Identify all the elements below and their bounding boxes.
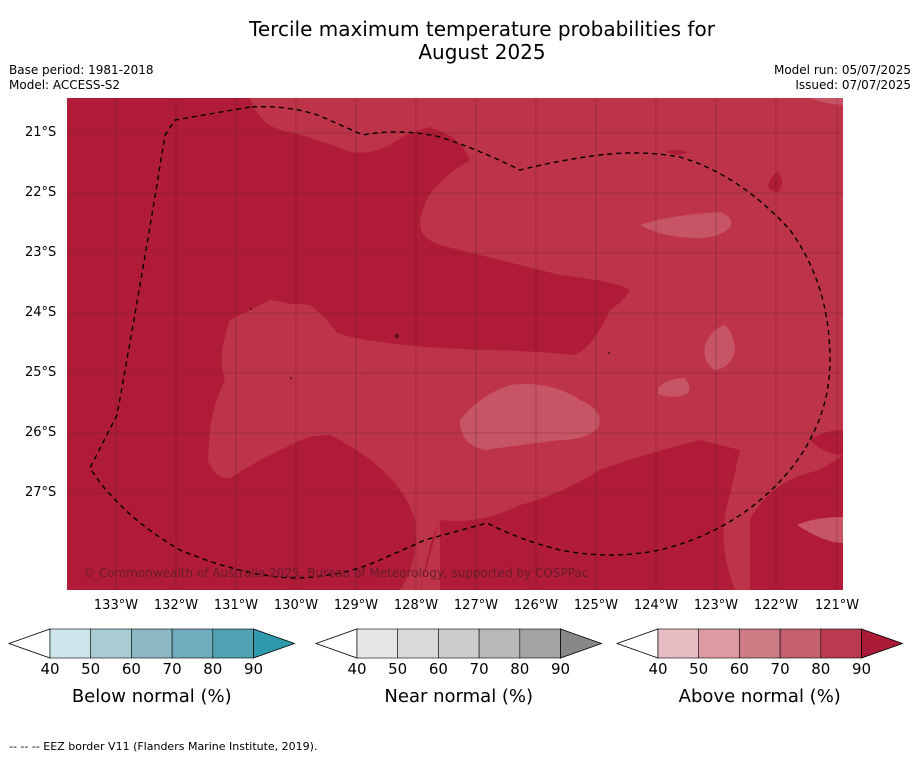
- colorbar-high-extension: [253, 628, 296, 659]
- probability-region-light-1: [460, 384, 600, 450]
- map-gridlines: [67, 98, 843, 590]
- colorbar-tick-label: 40: [347, 660, 367, 678]
- probability-region-light-6: [810, 98, 843, 105]
- island-mark: [395, 334, 399, 338]
- probability-spot-dark-2: [768, 172, 782, 192]
- issued-date: Issued: 07/07/2025: [795, 78, 911, 92]
- title-line-2: August 2025: [418, 40, 546, 64]
- model-name: Model: ACCESS-S2: [9, 78, 121, 92]
- colorbar-tick-label: 60: [121, 660, 141, 678]
- colorbar-segment: [171, 628, 214, 659]
- colorbar-title: Above normal (%): [678, 686, 841, 707]
- latitude-label: 23°S: [25, 245, 57, 260]
- longitude-label: 123°W: [693, 598, 739, 613]
- colorbar-tick-label: 40: [648, 660, 668, 678]
- longitude-label: 125°W: [573, 598, 619, 613]
- colorbar-strip: [7, 628, 904, 659]
- meta-left: Base period: 1981-2018 Model: ACCESS-S2: [9, 63, 154, 93]
- latitude-label: 22°S: [25, 185, 57, 200]
- copyright-notice: © Commonwealth of Australia 2025, Bureau…: [83, 566, 589, 580]
- longitude-label: 126°W: [513, 598, 559, 613]
- longitude-label: 127°W: [453, 598, 499, 613]
- colorbar-segment: [478, 628, 521, 659]
- colorbar-tick-label: 80: [510, 660, 530, 678]
- title-line-1: Tercile maximum temperature probabilitie…: [249, 17, 715, 41]
- colorbar-segment: [356, 628, 399, 659]
- colorbar-segment: [397, 628, 439, 659]
- colorbar-segment: [438, 628, 480, 659]
- colorbar-low-extension: [314, 628, 358, 659]
- latitude-label: 21°S: [25, 125, 57, 140]
- longitude-label: 129°W: [333, 598, 379, 613]
- colorbar-low-extension: [615, 628, 659, 659]
- chart-title: Tercile maximum temperature probabilitie…: [0, 18, 919, 64]
- probability-region-light-3: [704, 325, 735, 370]
- colorbar-segment: [779, 628, 822, 659]
- longitude-label: 133°W: [93, 598, 139, 613]
- colorbar-tick-label: 90: [243, 660, 264, 678]
- colorbar-tick-label: 50: [689, 660, 709, 678]
- latitude-label: 26°S: [25, 425, 57, 440]
- latitude-label: 27°S: [25, 485, 57, 500]
- colorbar-segment: [519, 628, 561, 659]
- longitude-label: 124°W: [633, 598, 679, 613]
- longitude-label: 131°W: [213, 598, 259, 613]
- colorbar-segment: [212, 628, 254, 659]
- colorbar-tick-label: 40: [40, 660, 60, 678]
- latitude-label: 24°S: [25, 305, 57, 320]
- colorbar-above-normal: [615, 628, 904, 659]
- colorbar-tick-label: 50: [81, 660, 101, 678]
- colorbar-tick-label: 60: [428, 660, 448, 678]
- colorbar-tick-label: 90: [851, 660, 872, 678]
- island-mark: [290, 377, 292, 379]
- colorbar-segment: [820, 628, 862, 659]
- probability-region-mid-north: [250, 98, 690, 153]
- colorbar-segment: [698, 628, 740, 659]
- probability-region-light-2: [640, 212, 732, 239]
- longitude-label: 130°W: [273, 598, 319, 613]
- island-mark: [250, 308, 252, 310]
- colorbar-tick-label: 80: [203, 660, 223, 678]
- probability-region-light-5: [797, 517, 843, 543]
- colorbar-tick-label: 60: [729, 660, 749, 678]
- probability-spot-dark-1: [665, 150, 688, 155]
- colorbar-tick-label: 90: [550, 660, 571, 678]
- eez-legend-footer: -- -- -- EEZ border V11 (Flanders Marine…: [9, 740, 318, 753]
- colorbar-tick-label: 80: [811, 660, 831, 678]
- island-mark: [608, 352, 610, 354]
- meta-right: Model run: 05/07/2025 Issued: 07/07/2025: [774, 63, 911, 93]
- colorbar-title: Below normal (%): [71, 686, 232, 707]
- colorbar-near-normal: [314, 628, 603, 659]
- colorbar-segment: [131, 628, 173, 659]
- latitude-label: 25°S: [25, 365, 57, 380]
- colorbar-below-normal: [7, 628, 296, 659]
- colorbar-segment: [49, 628, 92, 659]
- probability-region-mid-west: [209, 304, 440, 590]
- longitude-label: 122°W: [753, 598, 799, 613]
- colorbar-tick-label: 50: [388, 660, 408, 678]
- longitude-label: 132°W: [153, 598, 199, 613]
- base-period: Base period: 1981-2018: [9, 63, 154, 77]
- colorbar-tick-label: 70: [469, 660, 489, 678]
- longitude-label: 128°W: [393, 598, 439, 613]
- colorbar-high-extension: [560, 628, 603, 659]
- colorbar-segment: [90, 628, 132, 659]
- colorbar-segment: [739, 628, 781, 659]
- model-run: Model run: 05/07/2025: [773, 63, 911, 77]
- probability-spot-dark-3: [810, 430, 843, 455]
- colorbar-title: Near normal (%): [384, 686, 534, 707]
- colorbar-low-extension: [7, 628, 51, 659]
- colorbar-tick-label: 70: [770, 660, 790, 678]
- colorbar-high-extension: [861, 628, 904, 659]
- map-plot-area: [67, 98, 843, 590]
- longitude-label: 121°W: [814, 598, 860, 613]
- colorbar-tick-label: 70: [162, 660, 182, 678]
- colorbar-segment: [657, 628, 700, 659]
- probability-region-light-4: [658, 378, 690, 397]
